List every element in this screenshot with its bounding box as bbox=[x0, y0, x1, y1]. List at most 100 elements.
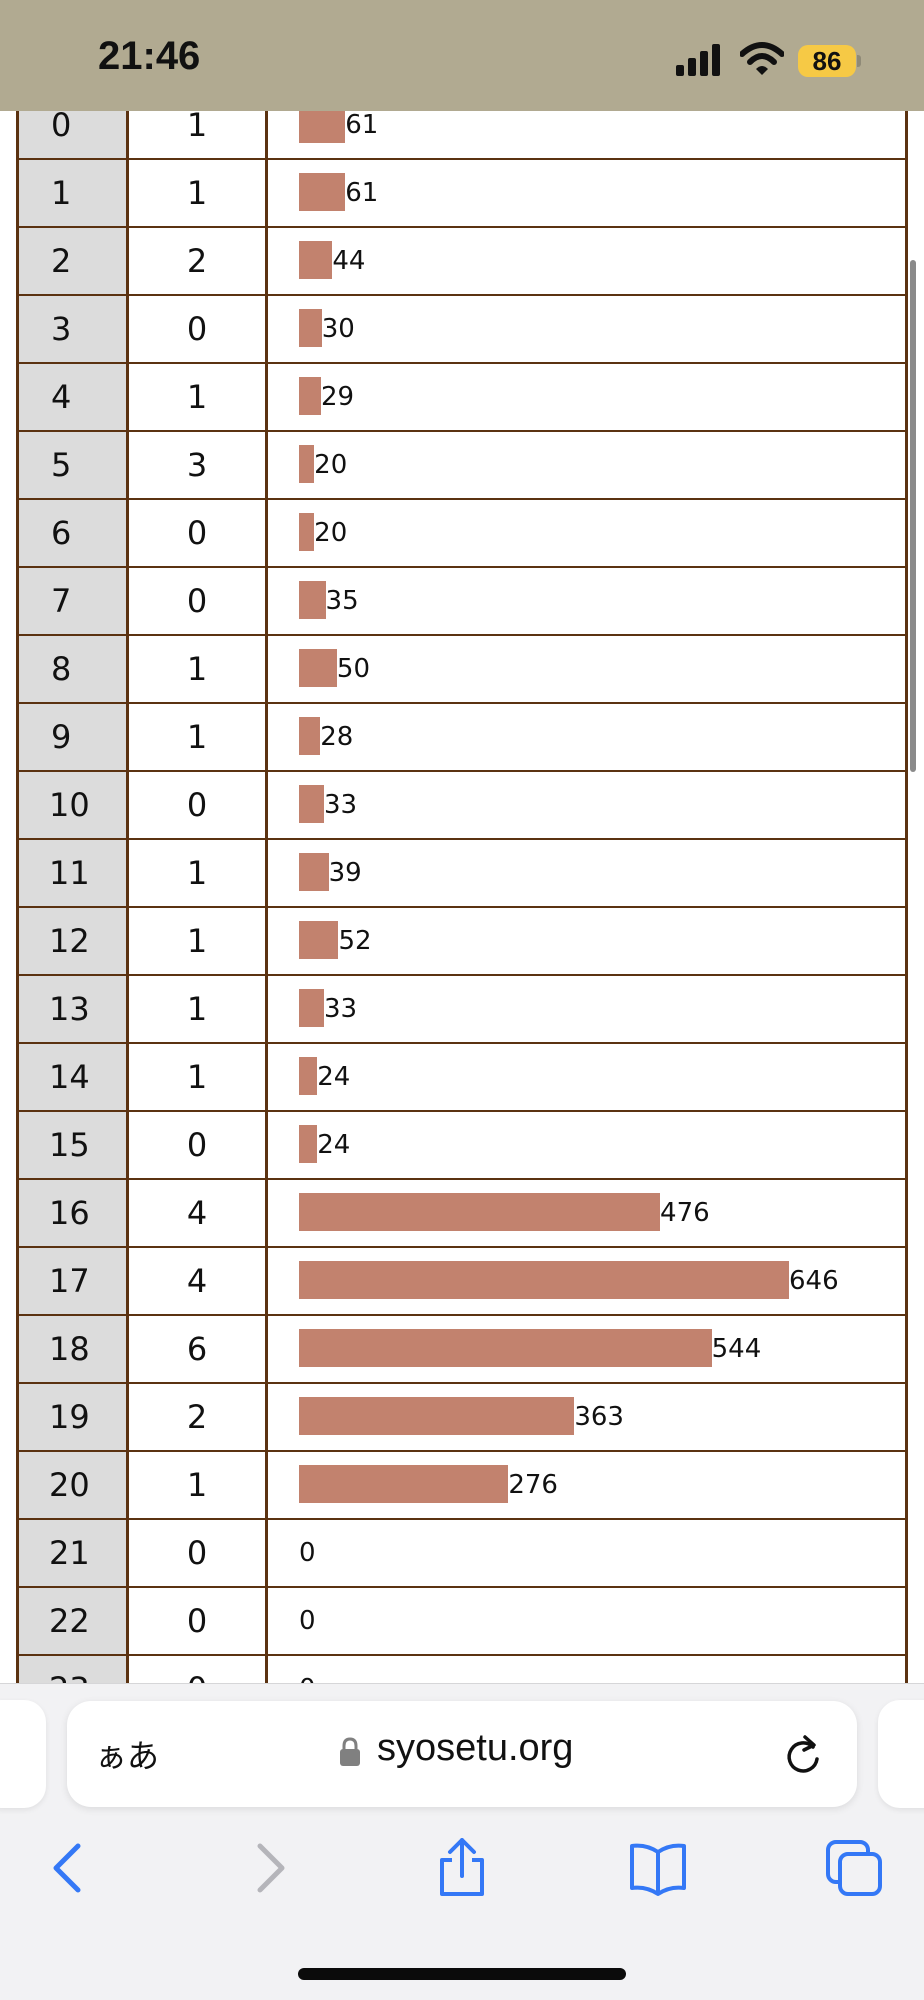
hour-cell: 15 bbox=[16, 1112, 126, 1178]
value-label: 35 bbox=[325, 586, 359, 616]
count-cell: 6 bbox=[186, 1330, 208, 1368]
column-divider bbox=[265, 770, 268, 838]
table-row: 19 2 363 bbox=[0, 1382, 924, 1450]
column-divider bbox=[265, 566, 268, 634]
count-cell: 1 bbox=[186, 378, 208, 416]
count-cell: 2 bbox=[186, 1398, 208, 1436]
column-divider bbox=[126, 498, 129, 566]
column-divider bbox=[126, 1518, 129, 1586]
table-row: 5 3 20 bbox=[0, 430, 924, 498]
column-divider bbox=[905, 1314, 908, 1382]
count-cell: 0 bbox=[186, 514, 208, 552]
previous-tab-preview[interactable] bbox=[0, 1700, 46, 1808]
table-row: 17 4 646 bbox=[0, 1246, 924, 1314]
hour-cell: 3 bbox=[16, 296, 126, 362]
table-row: 13 1 33 bbox=[0, 974, 924, 1042]
value-label: 30 bbox=[321, 314, 355, 344]
battery-level: 86 bbox=[812, 46, 842, 76]
count-cell: 1 bbox=[186, 922, 208, 960]
column-divider bbox=[905, 1042, 908, 1110]
value-bar bbox=[299, 1329, 712, 1367]
column-divider bbox=[126, 1450, 129, 1518]
table-row: 10 0 33 bbox=[0, 770, 924, 838]
table-row: 20 1 276 bbox=[0, 1450, 924, 1518]
column-divider bbox=[126, 838, 129, 906]
column-divider bbox=[905, 1586, 908, 1654]
value-bar bbox=[299, 105, 346, 143]
column-divider bbox=[126, 1042, 129, 1110]
column-divider bbox=[905, 430, 908, 498]
column-divider bbox=[126, 702, 129, 770]
column-divider bbox=[265, 1110, 268, 1178]
hour-cell: 20 bbox=[16, 1452, 126, 1518]
hour-cell: 12 bbox=[16, 908, 126, 974]
tabs-icon[interactable] bbox=[824, 1838, 884, 1898]
count-cell: 1 bbox=[186, 854, 208, 892]
address-bar[interactable]: ぁあ syosetu.org bbox=[67, 1701, 857, 1807]
hour-cell: 5 bbox=[16, 432, 126, 498]
scroll-indicator[interactable] bbox=[910, 260, 916, 772]
hour-cell: 9 bbox=[16, 704, 126, 770]
value-label: 0 bbox=[299, 1538, 316, 1568]
hour-cell: 10 bbox=[16, 772, 126, 838]
value-label: 476 bbox=[660, 1198, 710, 1228]
access-table: 0 1 61 1 1 61 2 2 44 3 0 30 4 1 29 5 3 20 6 0 20 7 0 35 8 1 50 9 1 28… bbox=[0, 90, 924, 1683]
column-divider bbox=[905, 1246, 908, 1314]
hour-cell: 18 bbox=[16, 1316, 126, 1382]
column-divider bbox=[265, 1518, 268, 1586]
text-size-button[interactable]: ぁあ bbox=[95, 1737, 160, 1775]
url-domain[interactable]: syosetu.org bbox=[377, 1727, 574, 1769]
forward-icon[interactable] bbox=[238, 1838, 298, 1898]
hour-cell: 11 bbox=[16, 840, 126, 906]
reload-icon[interactable] bbox=[783, 1733, 823, 1777]
value-label: 29 bbox=[320, 382, 355, 412]
column-divider bbox=[905, 1654, 908, 1683]
table-row: 22 0 0 bbox=[0, 1586, 924, 1654]
count-cell: 0 bbox=[129, 1656, 265, 1683]
table-row: 15 0 24 bbox=[0, 1110, 924, 1178]
home-indicator bbox=[298, 1968, 626, 1980]
value-bar bbox=[299, 717, 321, 755]
column-divider bbox=[905, 1450, 908, 1518]
count-cell: 1 bbox=[186, 106, 208, 144]
count-cell: 2 bbox=[186, 242, 208, 280]
value-bar bbox=[299, 1465, 509, 1503]
back-icon[interactable] bbox=[40, 1838, 100, 1898]
hour-cell: 1 bbox=[16, 160, 126, 226]
wifi-icon bbox=[740, 42, 784, 75]
value-bar bbox=[299, 1057, 318, 1095]
bookmarks-icon[interactable] bbox=[628, 1838, 688, 1898]
battery-tip bbox=[857, 55, 861, 67]
table-row: 8 1 50 bbox=[0, 634, 924, 702]
value-label: 363 bbox=[574, 1402, 624, 1432]
battery-icon: 86 bbox=[798, 45, 856, 77]
share-icon[interactable] bbox=[432, 1838, 492, 1898]
count-cell: 1 bbox=[186, 990, 208, 1028]
column-divider bbox=[126, 1586, 129, 1654]
column-divider bbox=[265, 226, 268, 294]
column-divider bbox=[265, 362, 268, 430]
column-divider bbox=[905, 1178, 908, 1246]
column-divider bbox=[265, 1178, 268, 1246]
hour-cell: 19 bbox=[16, 1384, 126, 1450]
value-label: 20 bbox=[314, 518, 348, 548]
table-row: 14 1 24 bbox=[0, 1042, 924, 1110]
column-divider bbox=[265, 1246, 268, 1314]
column-divider bbox=[905, 1518, 908, 1586]
hour-cell: 6 bbox=[16, 500, 126, 566]
hour-cell: 22 bbox=[16, 1588, 126, 1654]
value-bar bbox=[299, 989, 324, 1027]
column-divider bbox=[905, 294, 908, 362]
hour-cell: 21 bbox=[16, 1520, 126, 1586]
value-bar bbox=[299, 1193, 660, 1231]
column-divider bbox=[126, 634, 129, 702]
table-row: 21 0 0 bbox=[0, 1518, 924, 1586]
value-bar bbox=[299, 377, 321, 415]
hour-cell: 14 bbox=[16, 1044, 126, 1110]
value-label: 61 bbox=[345, 178, 379, 208]
column-divider bbox=[905, 770, 908, 838]
column-divider bbox=[265, 430, 268, 498]
next-tab-preview[interactable] bbox=[878, 1700, 924, 1808]
status-bar: 21:46 86 bbox=[0, 0, 924, 111]
value-label: 33 bbox=[324, 790, 358, 820]
